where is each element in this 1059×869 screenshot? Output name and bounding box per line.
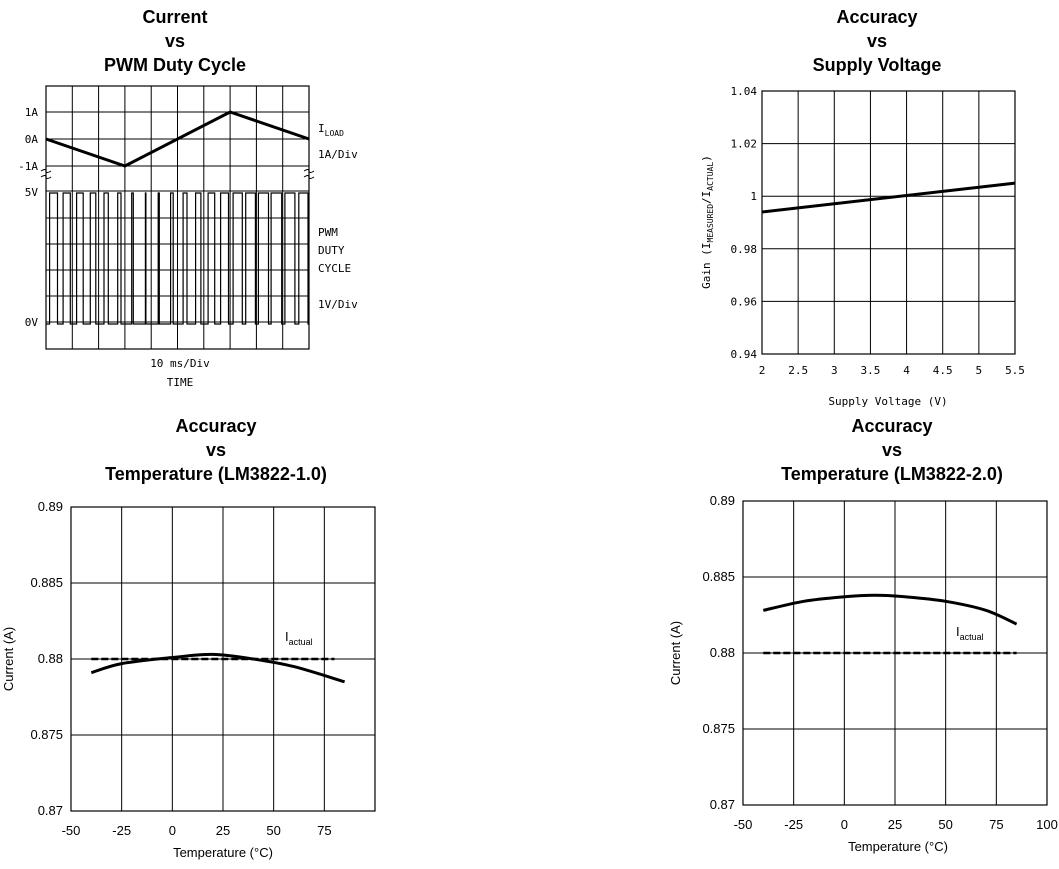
- actual-annotation-sub: actual: [960, 632, 984, 642]
- chart-2-plot: [70, 506, 376, 812]
- y-tick-label: 0.87: [710, 797, 735, 812]
- axis-break-icon: [303, 169, 315, 179]
- pwm-label: CYCLE: [318, 262, 351, 275]
- x-tick-label: 25: [888, 817, 902, 832]
- pwm-scale: 1V/Div: [318, 298, 358, 311]
- y-tick-label: 0.875: [30, 727, 63, 742]
- chart-title-line: Temperature (LM3822-1.0): [105, 464, 327, 484]
- y-axis-title: Current (A): [1, 627, 16, 691]
- y-axis-title-part: ACTUAL: [706, 162, 715, 191]
- chart-title-line: Accuracy: [836, 7, 917, 27]
- x-tick-label: 50: [938, 817, 952, 832]
- x-tick-label: 100: [1036, 817, 1058, 832]
- x-tick-label: 5: [976, 364, 983, 377]
- y-tick-label: 0.89: [38, 499, 63, 514]
- y-axis-title-part: Gain (I: [700, 242, 713, 288]
- x-tick-label: 0: [841, 817, 848, 832]
- chart-3-plot: [742, 500, 1048, 806]
- chart-title-line: PWM Duty Cycle: [104, 55, 246, 75]
- x-tick-label: 2.5: [788, 364, 808, 377]
- pwm-trace: [46, 192, 309, 325]
- load-current-trace: [45, 110, 310, 168]
- y-tick-label: 0.89: [710, 493, 735, 508]
- x-axis-title: Temperature (°C): [173, 845, 273, 860]
- y-tick-label: 1: [750, 190, 757, 203]
- x-tick-label: -25: [784, 817, 803, 832]
- chart-title-line: Supply Voltage: [813, 55, 942, 75]
- load-current-label-sub: LOAD: [325, 129, 344, 138]
- x-tick-label: 4.5: [933, 364, 953, 377]
- pwm-chart-plot: [40, 85, 315, 350]
- y-tick-label: 0.94: [731, 348, 758, 361]
- load-current-scale: 1A/Div: [318, 148, 358, 161]
- chart-title-line: vs: [882, 440, 902, 460]
- x-tick-label: 25: [216, 823, 230, 838]
- x-tick-label: 2: [759, 364, 766, 377]
- y-tick-label: -1A: [18, 160, 38, 173]
- pwm-label: DUTY: [318, 244, 345, 257]
- y-axis-title-part: /I: [700, 191, 713, 204]
- actual-annotation-main: I: [285, 629, 289, 644]
- axis-break-icon: [40, 169, 52, 179]
- chart-title-line: vs: [867, 31, 887, 51]
- y-tick-label: 0.88: [38, 651, 63, 666]
- actual-annotation: Iactual: [956, 624, 984, 642]
- x-tick-label: 3: [831, 364, 838, 377]
- y-tick-label: 1A: [25, 106, 39, 119]
- x-tick-label: 3.5: [860, 364, 880, 377]
- actual-annotation-sub: actual: [289, 637, 313, 647]
- chart-title-line: Temperature (LM3822-2.0): [781, 464, 1003, 484]
- x-axis-title: Temperature (°C): [848, 839, 948, 854]
- measured-series-line: [761, 181, 1016, 214]
- y-tick-label: 0.885: [702, 569, 735, 584]
- x-tick-label: 50: [266, 823, 280, 838]
- load-current-label-main: I: [318, 122, 325, 135]
- x-tick-label: -50: [62, 823, 81, 838]
- y-tick-label: 0A: [25, 133, 39, 146]
- y-tick-label: 1.02: [731, 138, 758, 151]
- y-axis-title-part: ): [700, 155, 713, 162]
- x-axis-title: Supply Voltage (V): [828, 395, 947, 408]
- pwm-label: PWM: [318, 226, 338, 239]
- y-tick-label: 0.87: [38, 803, 63, 818]
- y-axis-title: Current (A): [668, 621, 683, 685]
- x-tick-label: 75: [989, 817, 1003, 832]
- x-tick-label: -50: [734, 817, 753, 832]
- chart-title-line: Accuracy: [175, 416, 256, 436]
- x-tick-label: -25: [112, 823, 131, 838]
- y-axis-title: Gain (IMEASURED/IACTUAL): [700, 155, 715, 289]
- chart-1-plot: [761, 90, 1016, 355]
- y-tick-label: 0.96: [731, 295, 758, 308]
- x-tick-label: 0: [169, 823, 176, 838]
- actual-annotation-main: I: [956, 624, 960, 639]
- y-tick-label: 0.885: [30, 575, 63, 590]
- x-tick-label: 5.5: [1005, 364, 1025, 377]
- y-tick-label: 1.04: [731, 85, 758, 98]
- load-current-label: ILOAD: [318, 122, 344, 138]
- chart-title-line: Accuracy: [851, 416, 932, 436]
- actual-annotation: Iactual: [285, 629, 313, 647]
- measured-series-line: [762, 593, 1018, 626]
- measured-series-line: [90, 652, 346, 684]
- chart-title-line: Current: [142, 7, 207, 27]
- y-tick-label: 0.98: [731, 243, 758, 256]
- x-tick-label: 75: [317, 823, 331, 838]
- y-tick-label: 0.875: [702, 721, 735, 736]
- x-scale-label: 10 ms/Div: [150, 357, 210, 370]
- chart-title-line: vs: [165, 31, 185, 51]
- x-tick-label: 4: [903, 364, 910, 377]
- y-tick-label: 5V: [25, 186, 39, 199]
- y-tick-label: 0V: [25, 316, 39, 329]
- chart-title-line: vs: [206, 440, 226, 460]
- x-axis-title: TIME: [167, 376, 194, 389]
- y-axis-title-part: MEASURED: [706, 204, 715, 243]
- plot-frame: [761, 90, 1016, 355]
- y-tick-label: 0.88: [710, 645, 735, 660]
